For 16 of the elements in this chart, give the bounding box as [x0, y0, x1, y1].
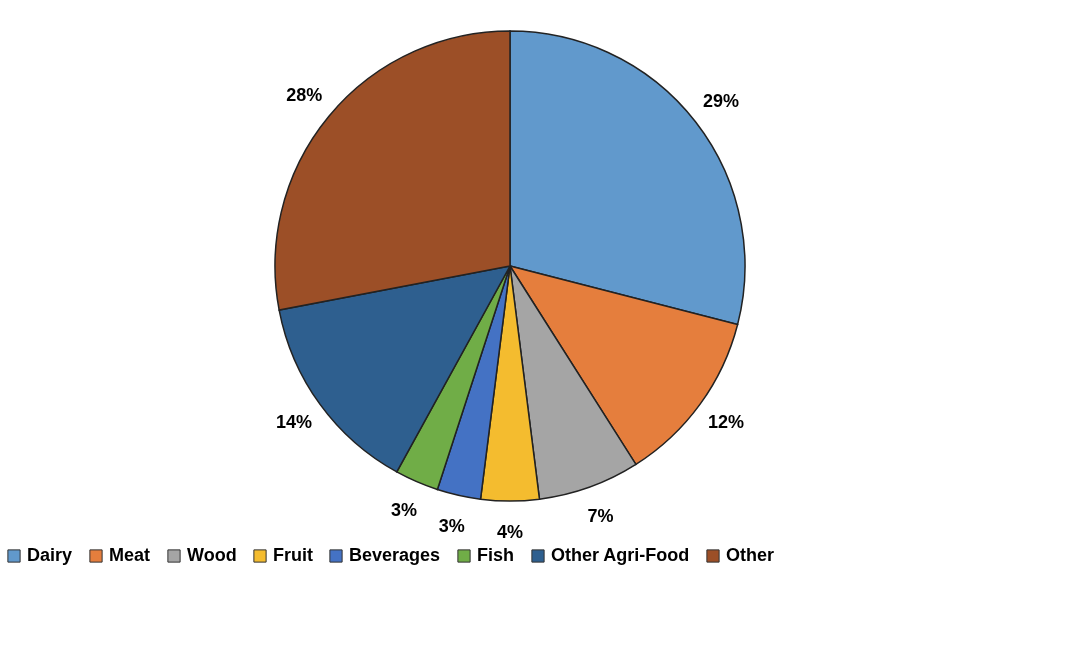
legend-label: Dairy	[27, 545, 73, 565]
data-label: 3%	[438, 515, 465, 536]
data-label: 7%	[587, 506, 614, 527]
data-label: 28%	[286, 84, 323, 105]
legend-label: Other	[726, 545, 775, 565]
legend-label: Wood	[187, 545, 237, 565]
data-label: 29%	[702, 91, 739, 112]
legend-label: Beverages	[349, 545, 441, 565]
legend-label: Fish	[477, 545, 515, 565]
data-label: 14%	[275, 411, 313, 432]
legend-label: Meat	[109, 545, 151, 565]
data-label: 3%	[390, 500, 417, 521]
legend-label: Fruit	[273, 545, 313, 565]
data-label: 12%	[707, 411, 745, 432]
legend-label: Other Agri-Food	[551, 545, 690, 565]
data-label: 4%	[496, 522, 524, 542]
